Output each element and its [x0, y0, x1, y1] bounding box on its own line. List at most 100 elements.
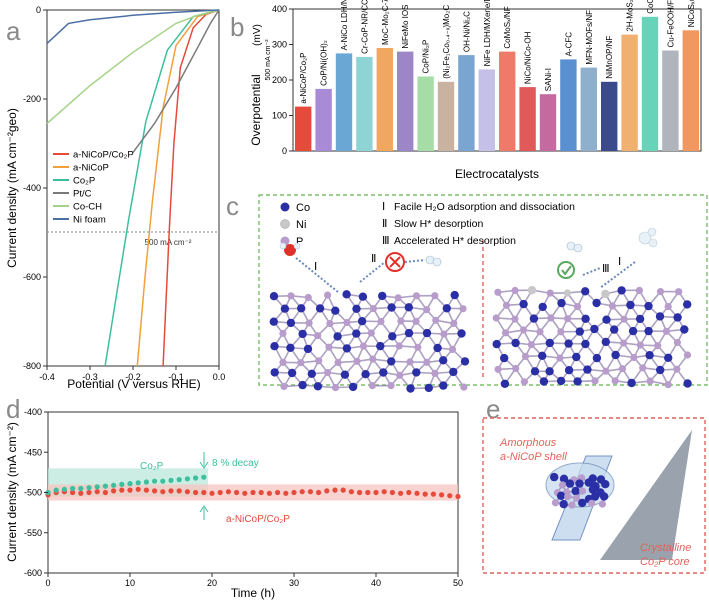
chart-d-point-a_nicop_co2p	[373, 489, 379, 496]
chart-d-ytick-label: -550	[24, 528, 42, 538]
chart-d-point-co2p	[160, 478, 166, 484]
chart-b-xlabel: Electrocatalysts	[455, 167, 539, 181]
chart-b-ytick-label: 200	[272, 75, 287, 85]
chart-b-bar-label: Cu-FeOOH/Fe₃O₄	[666, 0, 675, 48]
chart-b-bar-label: MoC-Mo₂C-790	[381, 0, 390, 45]
chart-a-legend-label: Ni foam	[73, 215, 106, 226]
chart-d-xtick-label: 0	[45, 578, 50, 588]
chart-b-bar	[499, 51, 516, 151]
chart-d-point-co2p	[184, 476, 190, 482]
chart-b-bar-label: CoOₓ-CoSe	[646, 0, 655, 14]
chart-a-legend-label: Co-CH	[73, 202, 102, 213]
arrow-step-1-right	[599, 261, 636, 289]
chart-b-bar-label: MFN-MOFs/NF	[585, 10, 594, 65]
chart-d-xtick-label: 10	[125, 578, 135, 588]
panel-c-border	[258, 194, 708, 386]
chart-b-bar-label: NiFeMo IOS	[401, 5, 410, 49]
chart-d-point-a_nicop_co2p	[307, 489, 313, 495]
chart-d-point-a_nicop_co2p	[348, 489, 354, 495]
chart-b-bar	[295, 106, 312, 151]
chart-d-point-a_nicop_co2p	[389, 489, 395, 496]
chart-d-point-co2p	[193, 475, 199, 481]
chart-a-ytick-label: -400	[23, 183, 41, 193]
chart-b-bar-label: SANi-I	[544, 68, 553, 91]
chart-a-xtick-label: -0.1	[168, 372, 184, 382]
chart-d-xtick-label: 30	[289, 578, 299, 588]
chart-d-point-a_nicop_co2p	[316, 489, 322, 496]
chart-d-point-co2p	[94, 484, 100, 490]
chart-d-point-a_nicop_co2p	[299, 489, 305, 495]
chart-b-bar	[458, 55, 475, 151]
chart-d-point-co2p	[152, 478, 158, 484]
chart-d-point-a_nicop_co2p	[94, 489, 100, 495]
chart-b-bar-label: OH-Ni/Ni₃C	[462, 11, 471, 52]
chart-b-bar-label: A-NiCo LDH/NF	[340, 0, 349, 50]
chart-d-point-a_nicop_co2p	[332, 487, 338, 493]
step-2-numeral: Ⅱ	[382, 218, 387, 230]
shell-label-line1: Amorphous	[499, 437, 557, 449]
chart-d-ylabel: Current density (mA cm⁻²)	[5, 422, 19, 562]
arrow-label-1-left: Ⅰ	[314, 261, 317, 273]
chart-b-ytick-label: 0	[282, 146, 287, 156]
chart-d-point-a_nicop_co2p	[119, 487, 125, 493]
chart-d-point-a_nicop_co2p	[111, 488, 117, 494]
chart-d-ytick-label: -500	[24, 488, 42, 498]
chart-b-bar	[478, 69, 495, 151]
chart-d-point-co2p	[127, 481, 133, 487]
arrow-label-1-right: Ⅰ	[618, 256, 621, 268]
panel-label-a: a	[6, 16, 21, 46]
step-3-text: Accelerated H* desorption	[394, 235, 516, 247]
chart-d-point-a_nicop_co2p	[283, 490, 289, 496]
chart-b-ylabel-sub: 500 mA cm⁻²	[265, 39, 272, 81]
check-icon	[557, 261, 575, 279]
chart-d-point-a_nicop_co2p	[209, 490, 215, 496]
chart-b-ylabel: Overpotential	[249, 74, 263, 145]
chart-d-point-co2p	[78, 485, 84, 492]
chart-a-legend-label: a-NiCoP/Co₂P	[73, 150, 134, 161]
legend-co-label: Co	[296, 202, 310, 214]
chart-d-point-a_nicop_co2p	[422, 491, 428, 497]
chart-d-point-a_nicop_co2p	[193, 489, 199, 496]
chart-b-bar	[417, 76, 434, 151]
chart-d: 0 10 20 30 40 50 -400 -450 -500 -550 -600 8 % deca…	[5, 407, 463, 600]
chart-d-point-a_nicop_co2p	[406, 489, 412, 496]
chart-b-bar	[539, 94, 557, 151]
chart-d-point-a_nicop_co2p	[291, 489, 297, 496]
chart-a-series-co_ch	[46, 9, 220, 125]
chart-a-xlabel: Potential (V versus RHE)	[67, 377, 200, 391]
chart-d-point-a_nicop_co2p	[152, 488, 158, 494]
panel-label-d: d	[6, 394, 20, 424]
panel-label-b: b	[230, 12, 244, 42]
chart-d-ytick-label: -450	[24, 447, 42, 457]
chart-d-point-a_nicop_co2p	[225, 489, 231, 495]
chart-a-xtick-label: -0.4	[39, 372, 55, 382]
chart-b-ylabel-unit: (mV)	[252, 24, 263, 46]
chart-d-point-co2p	[111, 482, 117, 488]
chart-d-point-a_nicop_co2p	[250, 489, 256, 496]
chart-d-point-co2p	[61, 486, 67, 492]
chart-b-bar	[437, 81, 455, 151]
chart-a-ytick-label: -200	[23, 94, 41, 104]
crystal-lattice-left	[269, 290, 470, 393]
chart-b-bar	[315, 88, 332, 151]
chart-d-xtick-label: 20	[207, 578, 217, 588]
chart-d-point-a_nicop_co2p	[201, 489, 207, 496]
chart-b-bar-label: CoMoSₓ/NF	[503, 6, 512, 48]
arrow-label-2-left: Ⅱ	[371, 253, 376, 265]
chart-d-point-a_nicop_co2p	[258, 489, 264, 496]
chart-d-label-anicop: a-NiCoP/Co₂P	[226, 514, 290, 525]
panel-label-c: c	[226, 191, 239, 221]
chart-d-point-a_nicop_co2p	[135, 486, 141, 492]
chart-a-legend-label: a-NiCoP	[73, 163, 109, 174]
chart-d-point-co2p	[70, 485, 76, 492]
legend-p-label: P	[296, 236, 303, 248]
h2-molecule-icon-right	[566, 241, 583, 253]
chart-a-series-a_nicop	[136, 9, 220, 367]
shell-label-line2: a-NiCoP shell	[500, 451, 567, 463]
chart-b-bar-label: A-CFC	[564, 32, 573, 57]
chart-d-point-co2p	[143, 479, 149, 485]
chart-d-point-a_nicop_co2p	[275, 489, 281, 496]
chart-a-series-co2p	[104, 9, 220, 367]
chart-d-point-a_nicop_co2p	[127, 487, 133, 493]
chart-d-annotation: 8 % decay	[212, 458, 259, 469]
